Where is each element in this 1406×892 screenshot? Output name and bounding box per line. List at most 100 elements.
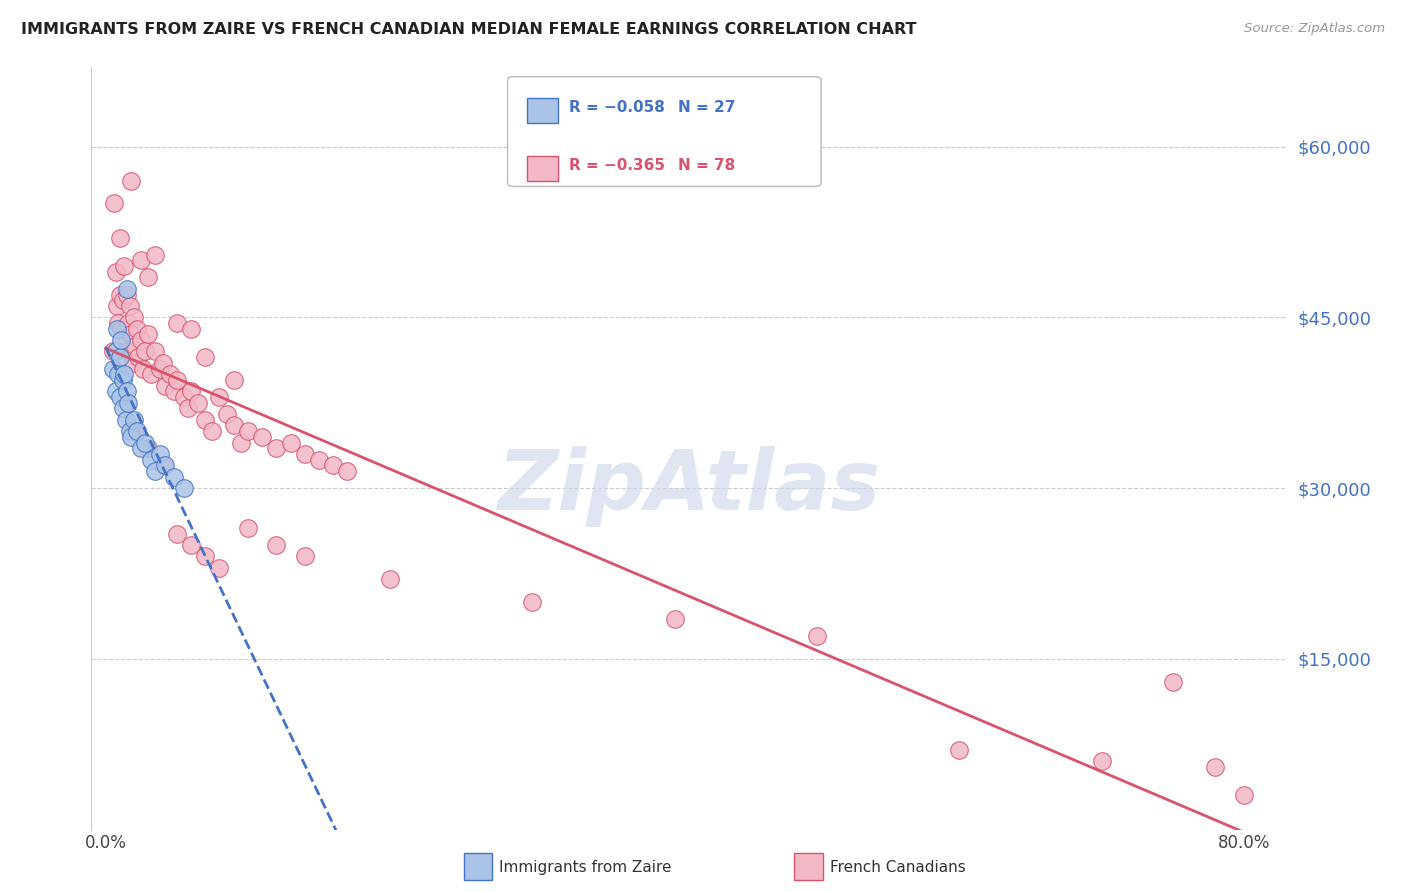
- Point: [104, 265, 127, 279]
- Text: R = −0.058: R = −0.058: [569, 100, 665, 114]
- Point: [112, 259, 135, 273]
- Point: [166, 373, 188, 387]
- Point: [155, 458, 177, 473]
- Point: [117, 395, 139, 409]
- Point: [294, 549, 316, 564]
- Point: [120, 327, 142, 342]
- Point: [141, 368, 163, 382]
- Point: [108, 390, 131, 404]
- Point: [104, 384, 127, 399]
- Point: [108, 287, 131, 301]
- Point: [136, 441, 159, 455]
- Point: [236, 521, 259, 535]
- Point: [280, 435, 302, 450]
- Point: [1161, 674, 1184, 689]
- Point: [134, 344, 156, 359]
- Point: [107, 316, 129, 330]
- Point: [215, 407, 238, 421]
- Point: [124, 339, 146, 353]
- Point: [222, 418, 245, 433]
- Point: [194, 413, 217, 427]
- Point: [266, 538, 288, 552]
- Text: R = −0.365: R = −0.365: [569, 158, 665, 172]
- Point: [322, 458, 344, 473]
- Point: [141, 452, 163, 467]
- Text: Source: ZipAtlas.com: Source: ZipAtlas.com: [1244, 22, 1385, 36]
- Point: [163, 469, 186, 483]
- Point: [336, 464, 359, 478]
- Point: [155, 378, 177, 392]
- Point: [229, 435, 252, 450]
- Point: [136, 270, 159, 285]
- Point: [145, 248, 167, 262]
- Text: N = 78: N = 78: [678, 158, 735, 172]
- Point: [110, 322, 132, 336]
- Point: [117, 316, 139, 330]
- Point: [1233, 789, 1256, 803]
- Point: [114, 413, 136, 427]
- Point: [152, 356, 174, 370]
- Point: [1090, 754, 1112, 768]
- Point: [180, 322, 202, 336]
- Point: [222, 373, 245, 387]
- Point: [117, 344, 139, 359]
- Point: [131, 361, 153, 376]
- Point: [120, 174, 142, 188]
- Text: IMMIGRANTS FROM ZAIRE VS FRENCH CANADIAN MEDIAN FEMALE EARNINGS CORRELATION CHAR: IMMIGRANTS FROM ZAIRE VS FRENCH CANADIAN…: [21, 22, 917, 37]
- Point: [104, 344, 127, 359]
- Point: [118, 424, 141, 438]
- Text: ZipAtlas: ZipAtlas: [498, 446, 880, 527]
- Text: Immigrants from Zaire: Immigrants from Zaire: [499, 861, 672, 875]
- Point: [110, 333, 132, 347]
- Point: [163, 384, 186, 399]
- Point: [121, 356, 143, 370]
- Point: [101, 361, 124, 376]
- Point: [105, 299, 128, 313]
- Point: [806, 629, 828, 643]
- Point: [129, 441, 152, 455]
- Point: [114, 333, 136, 347]
- Point: [208, 390, 231, 404]
- Point: [194, 350, 217, 364]
- Point: [122, 413, 145, 427]
- Point: [173, 390, 195, 404]
- Point: [173, 481, 195, 495]
- Point: [129, 333, 152, 347]
- Point: [136, 327, 159, 342]
- Point: [180, 384, 202, 399]
- Point: [177, 401, 200, 416]
- Point: [294, 447, 316, 461]
- Point: [166, 316, 188, 330]
- Point: [122, 424, 145, 438]
- Point: [111, 401, 134, 416]
- Point: [125, 424, 148, 438]
- Point: [522, 595, 544, 609]
- Point: [378, 572, 402, 586]
- Point: [194, 549, 217, 564]
- Point: [159, 368, 181, 382]
- Point: [187, 395, 209, 409]
- Point: [236, 424, 259, 438]
- Point: [208, 560, 231, 574]
- Point: [120, 430, 142, 444]
- Point: [122, 310, 145, 325]
- Point: [115, 287, 138, 301]
- Point: [1204, 760, 1226, 774]
- Point: [108, 230, 131, 244]
- Point: [201, 424, 224, 438]
- Point: [107, 368, 129, 382]
- Point: [127, 350, 149, 364]
- Point: [112, 368, 135, 382]
- Point: [250, 430, 273, 444]
- Point: [152, 458, 174, 473]
- Point: [111, 373, 134, 387]
- Point: [149, 361, 172, 376]
- Text: French Canadians: French Canadians: [830, 861, 966, 875]
- Point: [948, 743, 970, 757]
- Point: [664, 612, 686, 626]
- Text: N = 27: N = 27: [678, 100, 735, 114]
- Point: [115, 384, 138, 399]
- Point: [108, 350, 131, 364]
- Point: [103, 196, 125, 211]
- Point: [129, 253, 152, 268]
